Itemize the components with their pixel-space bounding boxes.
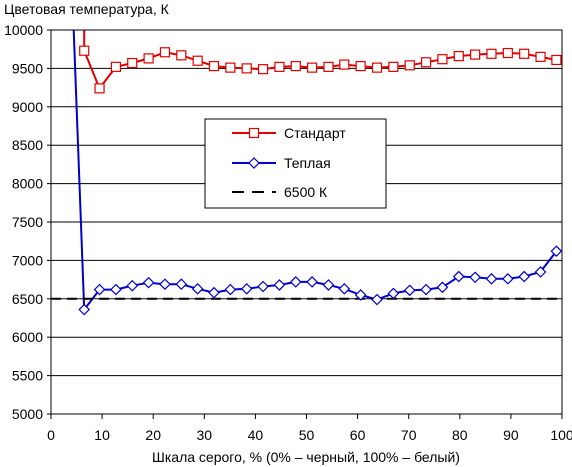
data-point <box>257 280 269 293</box>
data-point <box>274 61 285 72</box>
data-point <box>437 54 448 65</box>
data-point <box>535 51 546 62</box>
data-point <box>224 283 237 296</box>
legend-label: Теплая <box>284 155 331 171</box>
data-point <box>78 303 91 316</box>
data-point <box>208 60 220 72</box>
y-axis-label: Цветовая температура, К <box>4 1 170 17</box>
data-point <box>290 60 301 72</box>
y-tick-label: 5000 <box>12 406 43 422</box>
data-point <box>550 245 563 258</box>
data-point <box>518 270 531 283</box>
x-tick-label: 70 <box>401 427 417 443</box>
data-point <box>143 53 154 64</box>
data-point <box>486 48 497 59</box>
legend-marker <box>248 157 260 169</box>
data-point <box>94 83 105 94</box>
data-point <box>126 279 139 292</box>
data-point <box>420 57 432 68</box>
data-point <box>388 61 399 72</box>
data-point <box>436 281 449 294</box>
data-point <box>191 282 204 295</box>
x-tick-label: 40 <box>248 427 264 443</box>
x-tick-label: 60 <box>350 427 366 443</box>
x-ticks: 0 10 20 30 40 50 60 70 80 90 100 <box>47 414 572 443</box>
data-point <box>127 57 138 69</box>
data-point <box>159 278 171 291</box>
y-tick-label: 7000 <box>12 252 43 268</box>
x-tick-label: 10 <box>94 427 110 443</box>
data-point <box>289 276 302 288</box>
y-tick-label: 7500 <box>12 214 43 230</box>
data-point <box>355 60 366 72</box>
data-point <box>519 48 530 59</box>
data-point <box>453 51 464 62</box>
y-tick-label: 8500 <box>12 137 43 153</box>
data-point <box>452 270 465 283</box>
data-point <box>257 64 269 75</box>
y-tick-label: 5500 <box>12 368 43 384</box>
x-tick-label: 50 <box>299 427 315 443</box>
legend-label: Стандарт <box>284 125 346 141</box>
data-point <box>403 284 416 297</box>
data-point <box>225 62 236 73</box>
legend-marker <box>248 127 260 139</box>
data-point <box>322 279 335 291</box>
data-point <box>354 289 367 301</box>
data-point <box>338 282 351 295</box>
data-point <box>192 55 203 66</box>
y-tick-label: 9500 <box>12 60 43 76</box>
data-point <box>420 283 432 296</box>
data-point <box>176 50 187 61</box>
x-tick-label: 100 <box>550 427 572 443</box>
x-axis-label: Шкала серого, % (0% – черный, 100% – бел… <box>152 449 460 465</box>
data-point <box>208 286 220 299</box>
data-point <box>387 287 400 300</box>
data-point <box>371 62 383 73</box>
x-tick-label: 80 <box>452 427 468 443</box>
data-point <box>501 272 514 285</box>
data-point <box>551 54 562 66</box>
data-point <box>371 293 383 306</box>
x-tick-label: 30 <box>197 427 213 443</box>
data-point <box>110 283 122 296</box>
data-point <box>534 266 547 278</box>
y-tick-label: 6000 <box>12 329 43 345</box>
data-point <box>307 62 318 73</box>
x-tick-label: 0 <box>47 427 55 443</box>
data-point <box>470 49 481 60</box>
legend: Стандарт Теплая 6500 К <box>204 118 387 209</box>
data-point <box>142 276 155 289</box>
markers <box>78 45 563 316</box>
data-point <box>323 61 334 72</box>
y-tick-label: 8000 <box>12 176 43 192</box>
legend-label: 6500 К <box>284 184 328 200</box>
data-point <box>241 63 252 74</box>
data-point <box>159 47 171 58</box>
x-tick-label: 20 <box>145 427 161 443</box>
data-point <box>79 45 90 56</box>
data-point <box>273 279 286 291</box>
data-point <box>93 283 106 296</box>
data-point <box>306 276 318 288</box>
data-point <box>404 60 415 71</box>
data-point <box>502 47 513 59</box>
x-tick-label: 90 <box>503 427 519 443</box>
data-point <box>469 271 481 284</box>
data-point <box>339 59 350 70</box>
data-point <box>485 272 498 285</box>
y-tick-label: 10000 <box>4 22 43 38</box>
data-point <box>110 61 121 72</box>
data-point <box>240 282 253 295</box>
y-tick-label: 9000 <box>12 99 43 115</box>
data-point <box>175 278 188 291</box>
y-ticks: 5000 5500 6000 6500 7000 7500 8000 8500 9000 9500… <box>4 22 51 422</box>
y-tick-label: 6500 <box>12 291 43 307</box>
plot-frame <box>50 29 563 415</box>
